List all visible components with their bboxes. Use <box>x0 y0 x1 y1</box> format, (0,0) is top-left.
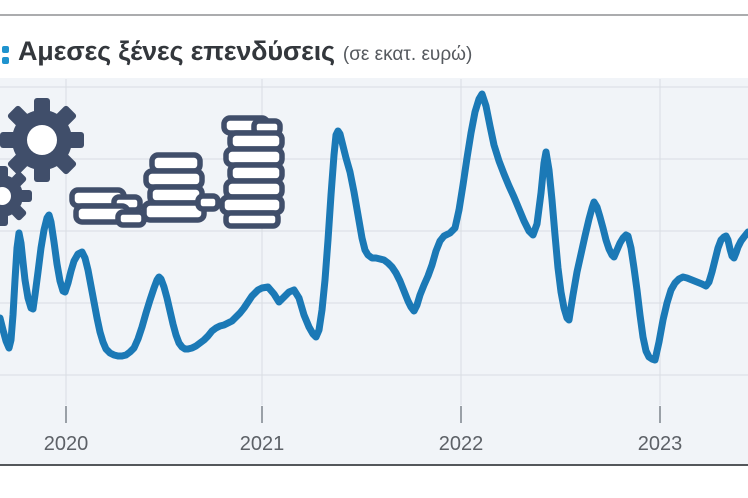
x-axis-label-2020: 2020 <box>44 433 89 455</box>
logo-colon-icon <box>2 46 9 64</box>
chart-header: Αμεσες ξένες επενδύσεις (σε εκατ. ευρώ) <box>2 36 473 67</box>
bottom-divider <box>0 464 748 466</box>
chart-subtitle: (σε εκατ. ευρώ) <box>342 44 473 65</box>
small-gear-icon <box>0 166 32 226</box>
coin-stack-small-icon <box>69 187 147 228</box>
x-axis-label-2022: 2022 <box>439 433 484 455</box>
coin-stacks-icon <box>69 115 285 229</box>
coin-stack-tall-icon <box>219 115 285 229</box>
fdi-line-series <box>0 90 748 364</box>
x-axis-label-2021: 2021 <box>240 433 285 455</box>
x-axis-labels: 2020 2021 2022 2023 <box>44 433 683 455</box>
chart-plot-background <box>0 78 748 464</box>
gear-icon <box>0 98 84 182</box>
investment-icons <box>0 98 285 229</box>
x-axis-label-2023: 2023 <box>638 433 683 455</box>
coin-stack-medium-icon <box>141 152 221 223</box>
x-axis-ticks <box>65 406 661 423</box>
horizontal-gridlines <box>0 86 748 376</box>
top-divider <box>0 14 748 16</box>
chart-title: Αμεσες ξένες επενδύσεις <box>18 36 335 66</box>
